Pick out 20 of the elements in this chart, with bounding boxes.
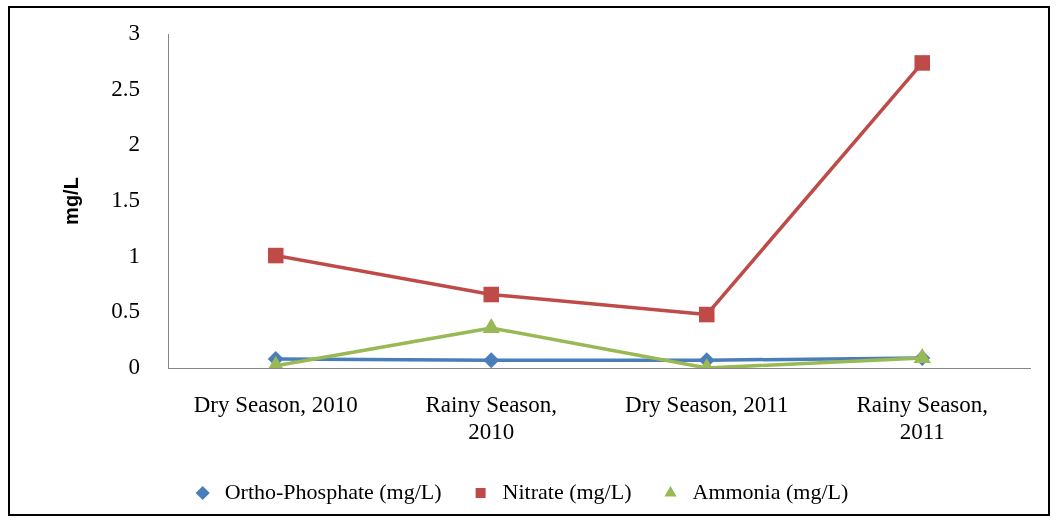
x-tick-label: Dry Season, 2010 [193,391,358,417]
point [483,352,500,368]
point [483,286,500,303]
y-axis-title: mg/L [59,177,82,225]
point [698,306,715,323]
y-tick-label: 1 [128,242,140,268]
y-tick-label: 1.5 [111,187,140,213]
legend-label: Ortho-Phosphate (mg/L) [224,478,442,504]
y-tick-label: 2.5 [111,75,140,101]
legend-label: Nitrate (mg/L) [502,478,632,504]
point [914,55,931,71]
x-tick-label: Rainy Season, 2010 [425,391,558,445]
x-tick-label: Dry Season, 2011 [625,391,789,417]
y-tick-label: 0.5 [111,298,140,324]
x-tick-label: Rainy Season, 2011 [856,391,989,445]
point [267,247,284,264]
legend-label: Ammonia (mg/L) [692,478,849,504]
y-tick-label: 2 [128,131,140,157]
y-tick-label: 0 [128,354,140,380]
y-tick-label: 3 [128,20,140,46]
